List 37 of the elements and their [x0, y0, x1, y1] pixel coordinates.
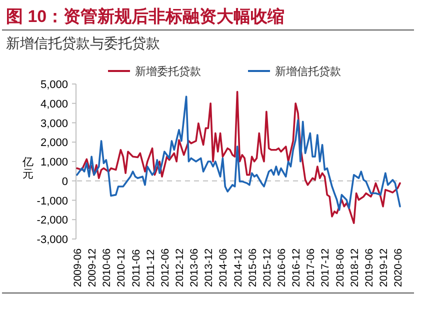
y-tick-label: 5,000 — [40, 79, 68, 91]
x-tick-label: 2016-12 — [290, 248, 303, 287]
y-tick-label: 1,000 — [40, 156, 68, 168]
x-tick-label: 2013-12 — [203, 248, 216, 287]
chart-title: 图 10：资管新规后非标融资大幅收缩 — [6, 7, 285, 26]
x-tick-label: 2009-12 — [86, 248, 99, 287]
x-tick-label: 2014-12 — [232, 248, 244, 287]
x-tick-label: 2012-12 — [174, 248, 186, 287]
y-tick-label: 0 — [62, 176, 68, 188]
y-tick-label: -2,000 — [36, 214, 68, 227]
x-tick-label: 2009-06 — [72, 248, 84, 287]
y-tick-label: 4,000 — [40, 98, 68, 110]
x-tick-label: 2010-06 — [101, 248, 114, 287]
x-tick-label: 2017-12 — [320, 248, 332, 287]
x-tick-label: 2018-12 — [348, 248, 361, 287]
x-tick-label: 2019-12 — [378, 248, 390, 287]
x-tick-label: 2014-06 — [218, 248, 230, 287]
x-tick-label: 2015-06 — [246, 248, 259, 287]
x-tick-label: 2012-06 — [159, 248, 172, 287]
x-tick-label: 2019-06 — [363, 248, 376, 287]
y-tick-label: 2,000 — [40, 137, 68, 150]
x-tick-label: 2011-06 — [130, 249, 142, 287]
y-axis-title: 亿元 — [22, 156, 34, 180]
x-tick-label: 2018-06 — [334, 248, 346, 287]
x-tick-label: 2015-12 — [261, 248, 274, 287]
legend-label: 新增信托贷款 — [275, 65, 341, 78]
x-tick-label: 2017-06 — [305, 248, 318, 287]
y-tick-label: 3,000 — [40, 118, 68, 130]
x-tick-label: 2010-12 — [116, 248, 128, 287]
y-tick-label: -1,000 — [36, 195, 68, 208]
y-tick-label: -3,000 — [36, 234, 68, 246]
x-tick-label: 2013-06 — [188, 248, 201, 287]
chart-subtitle: 新增信托贷款与委托贷款 — [6, 36, 160, 52]
x-tick-label: 2011-12 — [144, 249, 157, 287]
x-tick-label: 2016-06 — [276, 248, 288, 287]
x-tick-label: 2020-06 — [392, 248, 405, 287]
legend-label: 新增委托贷款 — [135, 65, 201, 78]
